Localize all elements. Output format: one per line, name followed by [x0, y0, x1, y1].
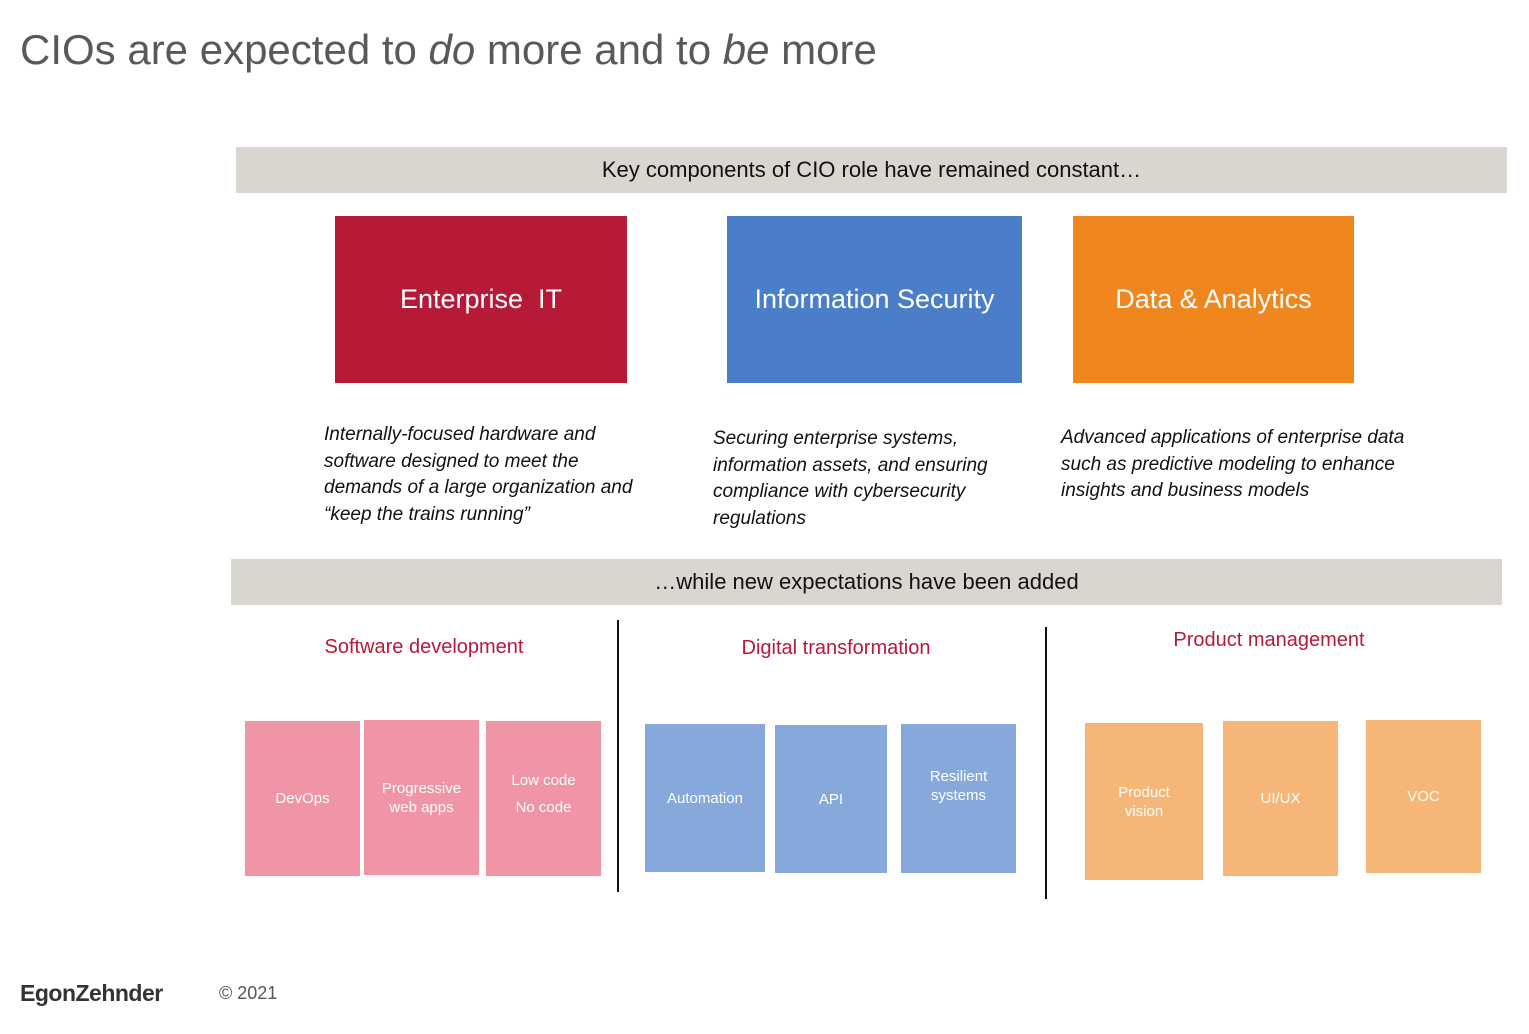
category-digital-transformation: Digital transformation — [741, 637, 931, 659]
voc-label: VOC — [1407, 788, 1440, 805]
information-security-label: Information Security — [754, 284, 995, 314]
category-software-development: Software development — [324, 636, 524, 658]
banner-constant: Key components of CIO role have remained… — [236, 147, 1507, 193]
api-card: API — [775, 725, 887, 873]
devops-label: DevOps — [275, 790, 330, 807]
category-product-management: Product management — [1173, 629, 1365, 651]
information-security-description: Securing enterprise systems, information… — [713, 428, 988, 529]
slide-title: CIOs are expected to do more and to be m… — [20, 26, 877, 73]
divider-line — [1045, 627, 1047, 899]
enterprise-it-description: Internally-focused hardware and software… — [324, 424, 633, 525]
api-label: API — [818, 790, 844, 808]
low-code-no-code-card: Low code No code — [486, 721, 601, 876]
ui-ux-label: UI/UX — [1260, 790, 1301, 807]
resilient-systems-label: Resilient systems — [929, 768, 988, 804]
data-analytics-label: Data & Analytics — [1115, 284, 1312, 314]
enterprise-it-label: Enterprise IT — [399, 284, 563, 314]
banner-new-expectations: …while new expectations have been added — [231, 559, 1502, 605]
progressive-web-apps-label: Progressive web apps — [381, 779, 462, 816]
information-security-box: Information Security — [727, 216, 1022, 383]
data-analytics-description: Advanced applications of enterprise data… — [1061, 427, 1405, 501]
product-vision-card: Product vision — [1085, 723, 1203, 880]
resilient-systems-card: Resilient systems — [901, 724, 1016, 873]
ui-ux-card: UI/UX — [1223, 721, 1338, 876]
no-code-label: No code — [515, 798, 572, 816]
enterprise-it-box: Enterprise IT — [335, 216, 627, 383]
egon-zehnder-logo: EgonZehnder — [20, 980, 163, 1006]
devops-card: DevOps — [245, 721, 360, 876]
copyright-text: © 2021 — [219, 983, 278, 1003]
voc-card: VOC — [1366, 720, 1481, 873]
automation-label: Automation — [667, 789, 743, 807]
divider-line — [617, 620, 619, 892]
progressive-web-apps-card: Progressive web apps — [364, 720, 479, 875]
automation-card: Automation — [645, 724, 765, 872]
data-analytics-box: Data & Analytics — [1073, 216, 1354, 383]
product-vision-label: Product vision — [1118, 783, 1170, 820]
low-code-label: Low code — [511, 771, 576, 789]
